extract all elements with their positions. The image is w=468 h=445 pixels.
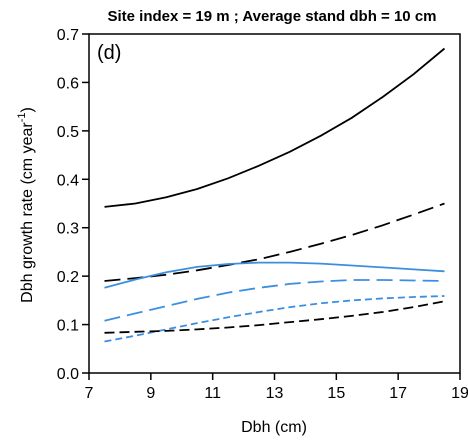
panel-label: (d) bbox=[97, 42, 121, 64]
x-tick-label: 19 bbox=[451, 385, 468, 402]
plot-frame bbox=[88, 33, 461, 374]
x-axis-label: Dbh (cm) bbox=[241, 419, 307, 436]
y-axis-label: Dbh growth rate (cm year-1) bbox=[16, 107, 36, 303]
y-axis-label-superscript: -1 bbox=[16, 113, 28, 123]
x-tick-label: 17 bbox=[389, 385, 407, 402]
chart-title: Site index = 19 m ; Average stand dbh = … bbox=[107, 8, 436, 25]
series-line-6 bbox=[104, 300, 445, 334]
y-tick-label: 0.7 bbox=[57, 27, 79, 44]
series-line-5 bbox=[104, 295, 445, 343]
y-tick-label: 0.5 bbox=[57, 124, 79, 141]
x-tick-label: 13 bbox=[266, 385, 284, 402]
y-axis-label-close: ) bbox=[19, 107, 36, 112]
y-axis-label-main: Dbh growth rate (cm year bbox=[19, 122, 36, 303]
y-axis: 0.0 0.1 0.2 0.3 0.4 0.5 0.6 0.7 bbox=[57, 27, 89, 383]
x-tick-label: 11 bbox=[204, 385, 221, 402]
y-tick-label: 0.1 bbox=[57, 318, 79, 335]
series-line-1 bbox=[104, 47, 446, 208]
y-tick-label: 0.3 bbox=[57, 221, 79, 238]
series-line-2 bbox=[104, 202, 445, 282]
series-line-3 bbox=[104, 261, 445, 289]
x-tick-label: 7 bbox=[85, 385, 94, 402]
y-tick-label: 0.4 bbox=[57, 172, 79, 189]
y-tick-label: 0.6 bbox=[57, 75, 79, 92]
series-line-4 bbox=[104, 279, 445, 322]
x-tick-label: 9 bbox=[146, 385, 155, 402]
series-layer bbox=[104, 47, 446, 343]
y-tick-label: 0.0 bbox=[57, 366, 79, 383]
y-tick-label: 0.2 bbox=[57, 269, 79, 286]
x-tick-label: 15 bbox=[327, 385, 345, 402]
x-axis: 7 9 11 13 15 17 19 bbox=[85, 373, 468, 402]
